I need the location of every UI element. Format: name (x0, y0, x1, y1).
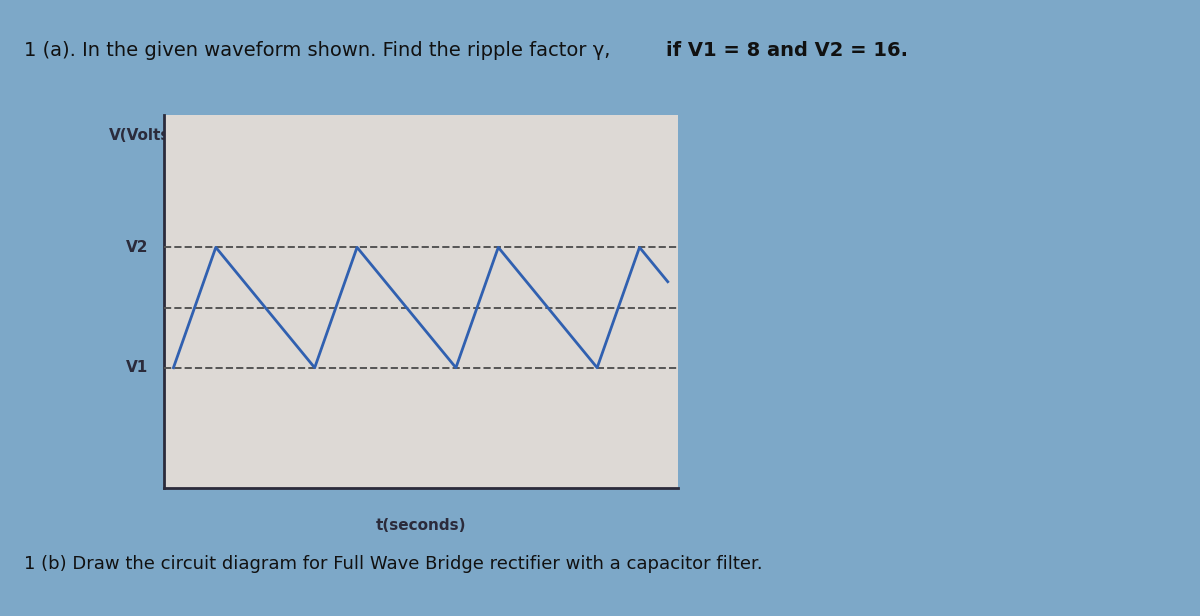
Text: V(Volts): V(Volts) (108, 128, 176, 144)
Text: t(seconds): t(seconds) (376, 518, 466, 533)
Text: 1 (b) Draw the circuit diagram for Full Wave Bridge rectifier with a capacitor f: 1 (b) Draw the circuit diagram for Full … (24, 555, 763, 573)
Text: 1 (a). In the given waveform shown. Find the ripple factor γ,: 1 (a). In the given waveform shown. Find… (24, 41, 617, 60)
Text: if V1 = 8 and V2 = 16.: if V1 = 8 and V2 = 16. (666, 41, 908, 60)
Text: V2: V2 (126, 240, 148, 255)
Text: V1: V1 (126, 360, 148, 375)
